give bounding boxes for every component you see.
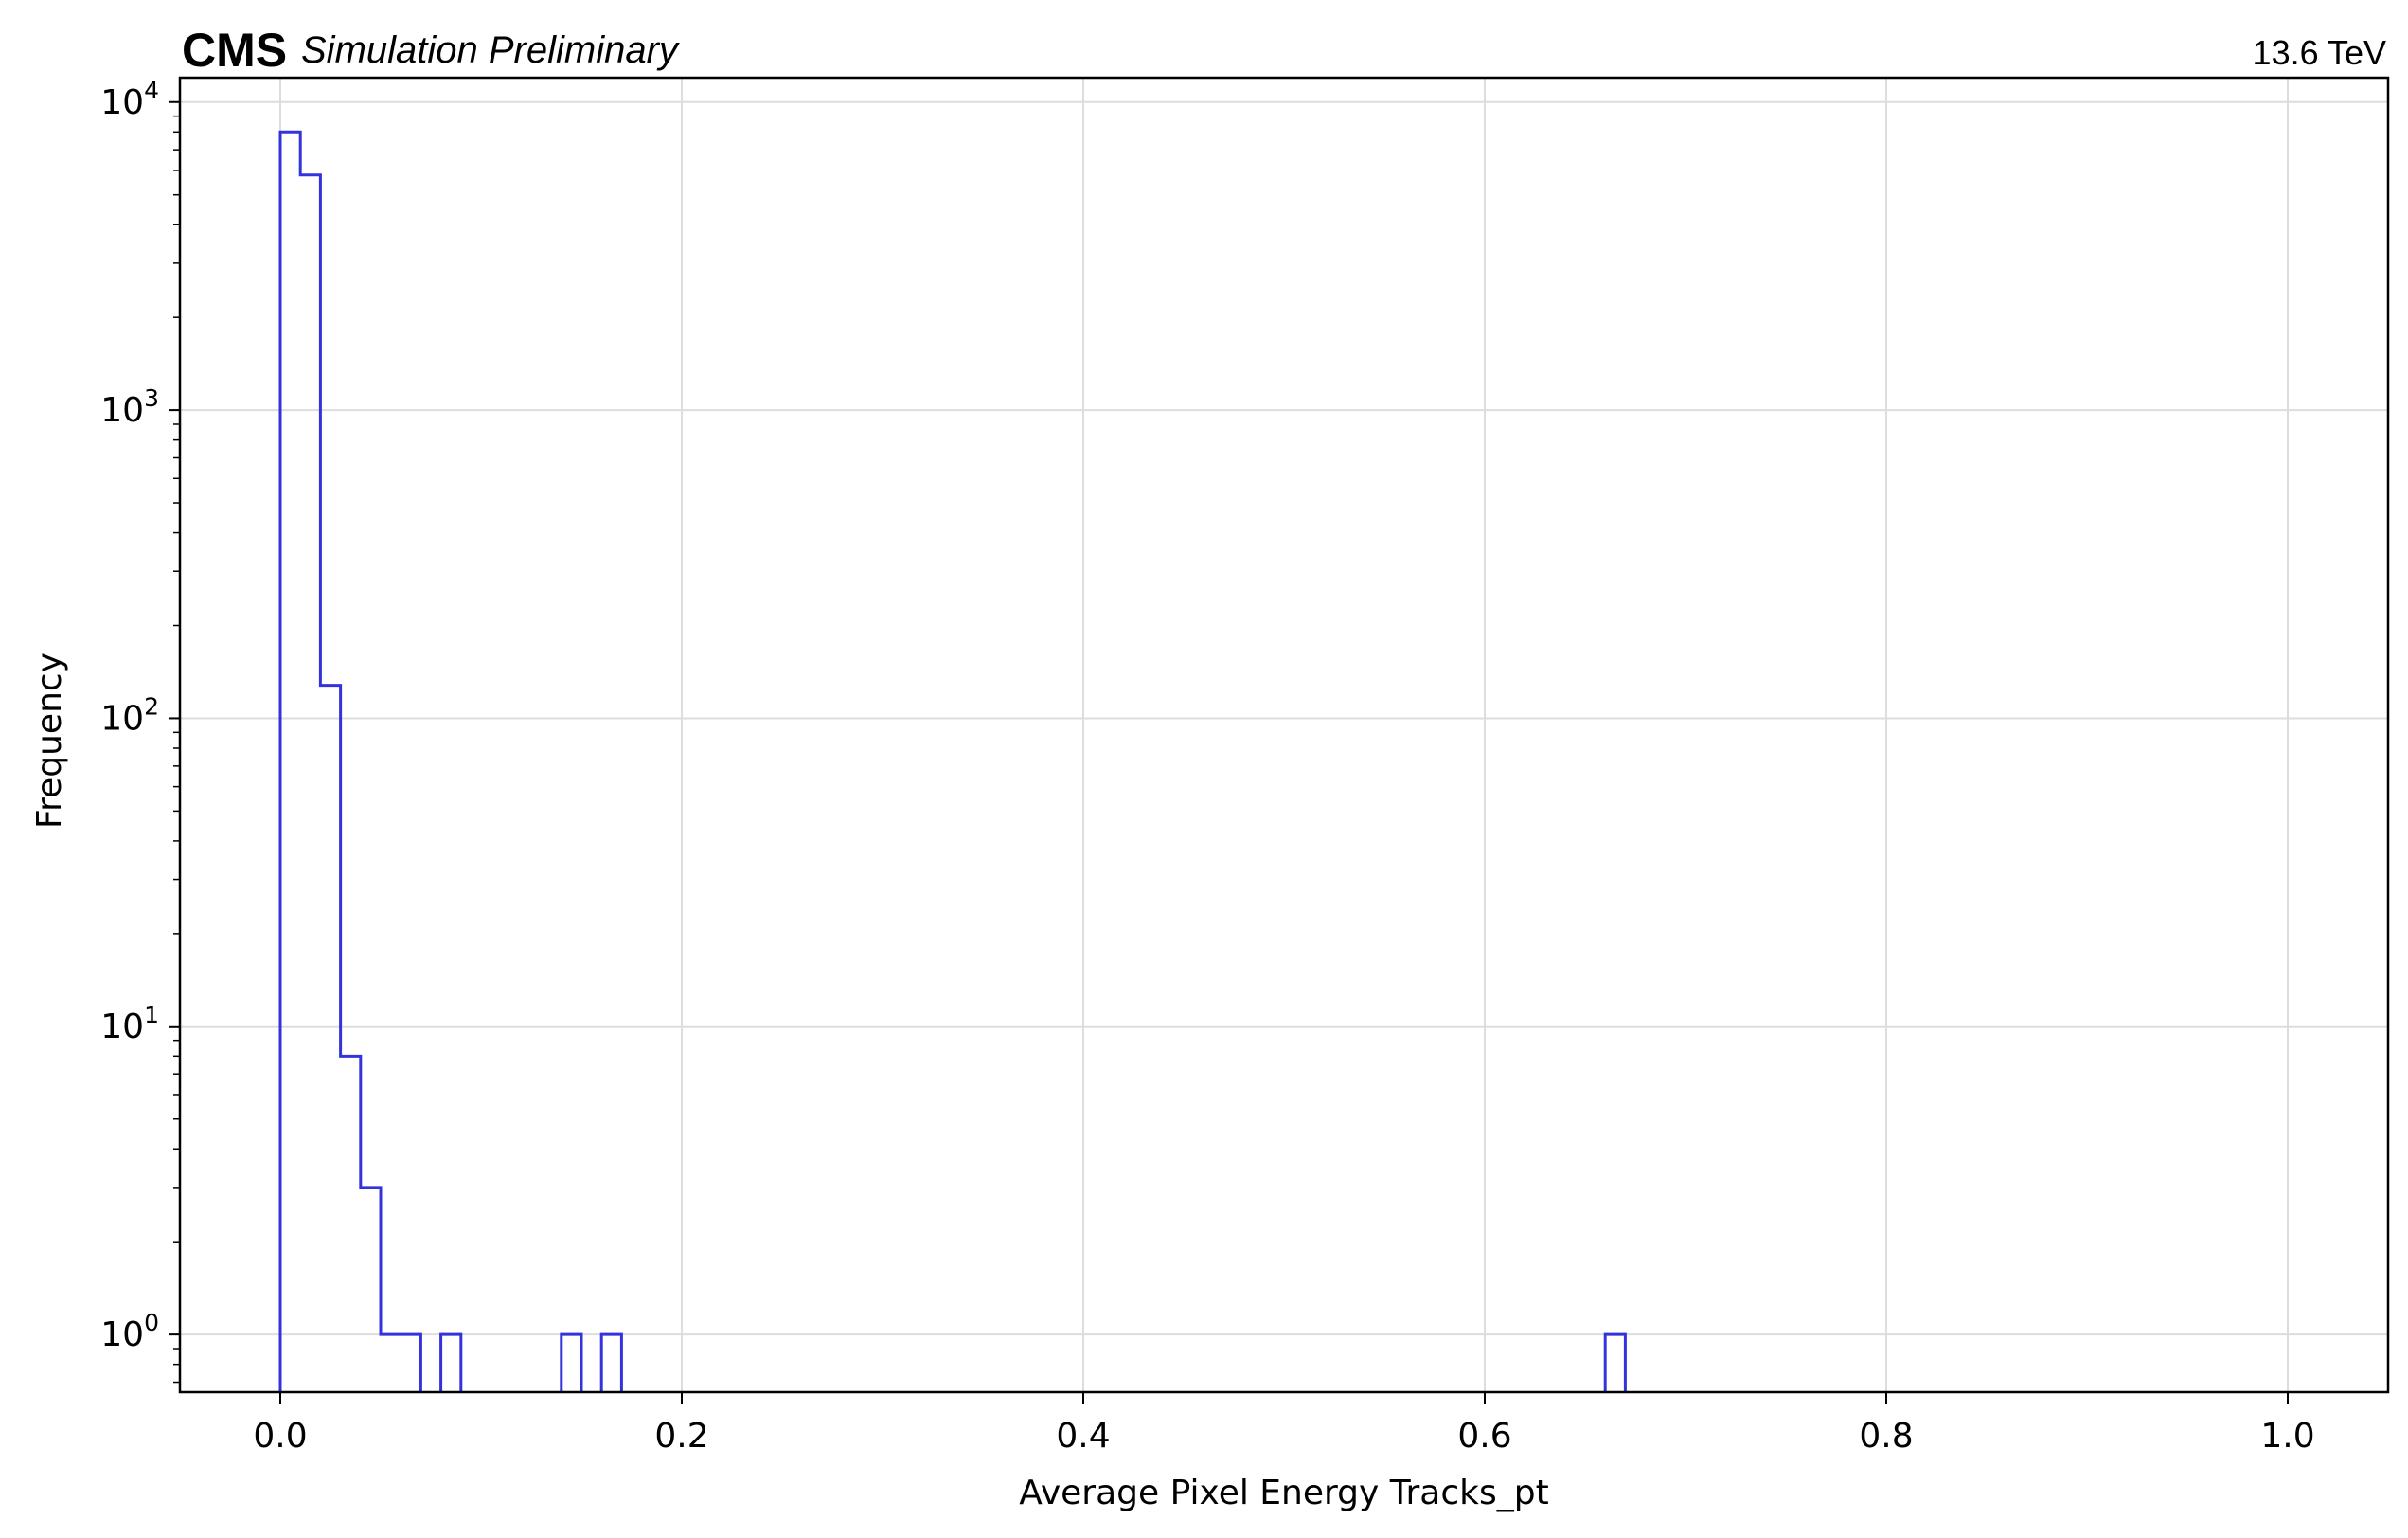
x-tick-label: 0.4 [1056, 1417, 1110, 1456]
grid-lines [180, 78, 2388, 1392]
histogram-bar-group [1603, 1332, 1627, 1392]
x-axis-ticks: 0.0 0.2 0.4 0.6 0.8 1.0 [253, 1392, 2315, 1456]
y-tick-label: 104 [100, 77, 159, 122]
histogram-bar-group [560, 1332, 583, 1392]
x-axis-label: Average Pixel Energy Tracks_pt [1019, 1474, 1548, 1512]
experiment-label: CMS [182, 24, 287, 77]
y-tick-label: 103 [100, 384, 159, 430]
y-axis-ticks: 100 101 102 103 104 [100, 77, 180, 1384]
x-tick-label: 0.6 [1457, 1417, 1511, 1456]
energy-label: 13.6 TeV [2253, 33, 2386, 72]
x-tick-label: 0.2 [654, 1417, 708, 1456]
y-tick-label: 102 [100, 692, 159, 738]
histogram-bar-group [278, 130, 422, 1392]
histogram-bar-group [599, 1332, 623, 1392]
y-tick-label: 100 [100, 1309, 159, 1354]
status-label: Simulation Preliminary [301, 29, 681, 71]
plot-frame [178, 76, 2390, 1394]
histogram-series [278, 130, 1627, 1392]
y-axis-label: Frequency [30, 653, 69, 829]
x-tick-label: 0.0 [253, 1417, 307, 1456]
y-tick-label: 101 [100, 1001, 159, 1046]
histogram-bar-group [439, 1332, 463, 1392]
x-tick-label: 1.0 [2260, 1417, 2314, 1456]
x-tick-label: 0.8 [1859, 1417, 1913, 1456]
